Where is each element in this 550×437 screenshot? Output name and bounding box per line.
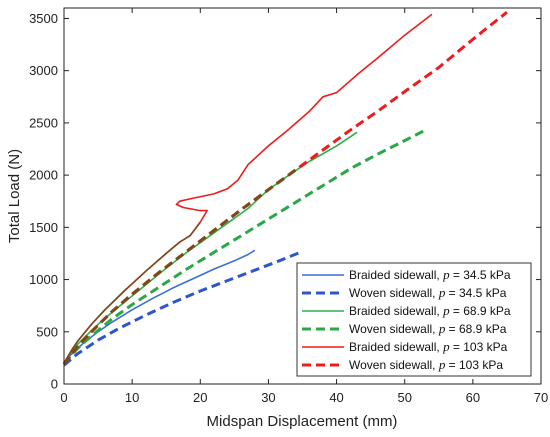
series-line-3 (62, 128, 426, 365)
legend-label-variable: p (442, 267, 450, 282)
legend-label-variable: p (438, 357, 446, 372)
legend-label-variable: p (442, 339, 450, 354)
legend-label-suffix: = 103 kPa (445, 358, 503, 372)
legend-label-variable: p (438, 321, 446, 336)
legend-label-suffix: = 34.5 kPa (450, 268, 511, 282)
legend-label-5: Woven sidewall, p = 103 kPa (349, 357, 503, 372)
legend-label-suffix: = 103 kPa (450, 340, 508, 354)
x-axis-ticks: 0 10 20 30 40 50 60 70 (60, 8, 548, 405)
y-tick-label: 2500 (29, 115, 58, 130)
legend-label-prefix: Braided sidewall, (349, 304, 443, 318)
x-tick-label: 10 (125, 390, 139, 405)
series-layer (62, 11, 508, 367)
legend-label-suffix: = 34.5 kPa (445, 286, 506, 300)
y-tick-label: 1000 (29, 272, 58, 287)
x-tick-label: 40 (329, 390, 343, 405)
x-tick-label: 30 (261, 390, 275, 405)
series-line-1 (63, 250, 304, 367)
x-tick-label: 50 (397, 390, 411, 405)
legend-label-suffix: = 68.9 kPa (445, 322, 506, 336)
legend-label-variable: p (438, 285, 446, 300)
legend-label-variable: p (442, 303, 450, 318)
series-line-4-early (63, 221, 201, 364)
y-tick-label: 3500 (29, 11, 58, 26)
legend-label-prefix: Braided sidewall, (349, 268, 443, 282)
legend-label-suffix: = 68.9 kPa (450, 304, 511, 318)
legend-label-prefix: Woven sidewall, (349, 286, 439, 300)
y-tick-label: 0 (51, 377, 58, 392)
y-tick-label: 1500 (29, 220, 58, 235)
x-tick-label: 0 (60, 390, 67, 405)
y-axis-ticks: 0 500 1000 1500 2000 2500 3000 3500 (29, 11, 541, 392)
legend-label-prefix: Woven sidewall, (349, 358, 439, 372)
x-tick-label: 70 (534, 390, 548, 405)
legend-label-1: Woven sidewall, p = 34.5 kPa (349, 285, 507, 300)
y-axis-title: Total Load (N) (6, 149, 23, 243)
legend-label-prefix: Braided sidewall, (349, 340, 443, 354)
x-axis-title: Midspan Displacement (mm) (207, 413, 398, 430)
y-tick-label: 500 (36, 324, 58, 339)
legend-label-2: Braided sidewall, p = 68.9 kPa (349, 303, 511, 318)
legend-label-4: Braided sidewall, p = 103 kPa (349, 339, 508, 354)
legend-label-0: Braided sidewall, p = 34.5 kPa (349, 267, 511, 282)
legend-label-prefix: Woven sidewall, (349, 322, 439, 336)
y-tick-label: 2000 (29, 168, 58, 183)
x-tick-label: 20 (193, 390, 207, 405)
legend-label-3: Woven sidewall, p = 68.9 kPa (349, 321, 507, 336)
legend-box (296, 262, 532, 377)
y-tick-label: 3000 (29, 63, 58, 78)
plot-area-frame (63, 7, 542, 385)
series-line-5-early (62, 168, 297, 366)
x-tick-label: 60 (466, 390, 480, 405)
